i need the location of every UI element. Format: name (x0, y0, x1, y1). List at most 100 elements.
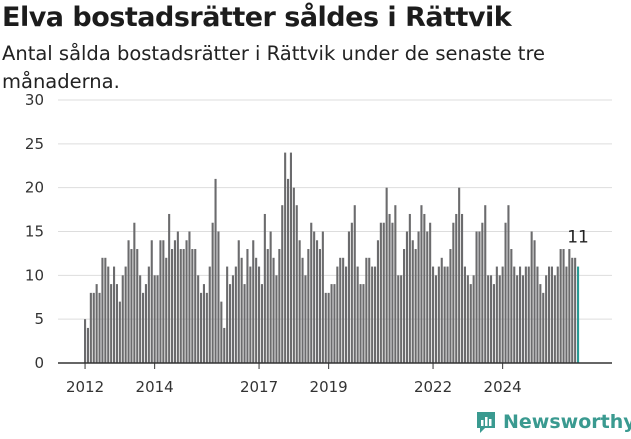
bar (171, 249, 174, 363)
bar (513, 266, 516, 363)
bar (255, 257, 258, 363)
bar (304, 275, 307, 363)
bar (202, 284, 205, 363)
bar (452, 222, 455, 363)
bar (475, 231, 478, 363)
y-axis-ticks: 0 5 10 15 20 25 30 (25, 91, 44, 372)
bar (336, 266, 339, 363)
bar (185, 240, 188, 363)
bar (449, 249, 452, 363)
bar (249, 266, 252, 363)
bar (130, 249, 133, 363)
bar (490, 275, 493, 363)
bar (574, 257, 577, 363)
bar (252, 240, 255, 363)
bar (568, 249, 571, 363)
bar (133, 222, 136, 363)
x-tick-label: 2017 (240, 378, 278, 396)
bar (237, 240, 240, 363)
bar (234, 266, 237, 363)
bar (385, 187, 388, 363)
bar (469, 284, 472, 363)
x-tick-label: 2024 (484, 378, 522, 396)
bar (510, 249, 513, 363)
bar (556, 266, 559, 363)
bar (347, 231, 350, 363)
bar (284, 152, 287, 363)
bar (310, 222, 313, 363)
bar (260, 284, 263, 363)
last-value-label: 11 (567, 228, 589, 248)
bar (266, 249, 269, 363)
bar (307, 249, 310, 363)
bar (423, 213, 426, 363)
bar (521, 275, 524, 363)
bar (478, 231, 481, 363)
bar (492, 284, 495, 363)
bar (516, 275, 519, 363)
bar (147, 266, 150, 363)
bar (229, 284, 232, 363)
bar (391, 222, 394, 363)
bar (458, 187, 461, 363)
bar (321, 231, 324, 363)
y-tick-label: 15 (25, 223, 44, 241)
bar (179, 249, 182, 363)
bar (333, 284, 336, 363)
bar (104, 257, 107, 363)
bar (214, 178, 217, 363)
bar (545, 275, 548, 363)
bar (388, 213, 391, 363)
bar (121, 275, 124, 363)
bar (432, 266, 435, 363)
bar (316, 240, 319, 363)
bar (124, 266, 127, 363)
bar (403, 249, 406, 363)
bar (168, 213, 171, 363)
bar (411, 240, 414, 363)
bar (318, 249, 321, 363)
bar (397, 275, 400, 363)
bar (118, 301, 121, 363)
bar (211, 222, 214, 363)
bar (487, 275, 490, 363)
bar (365, 257, 368, 363)
bar (289, 152, 292, 363)
bar (437, 266, 440, 363)
bar (353, 205, 356, 363)
y-tick-label: 25 (25, 135, 44, 153)
y-tick-label: 30 (25, 91, 44, 109)
bar (420, 205, 423, 363)
bar (405, 231, 408, 363)
bar (443, 266, 446, 363)
bar (426, 231, 429, 363)
bar (408, 213, 411, 363)
bar (272, 257, 275, 363)
bar (281, 205, 284, 363)
bar (107, 266, 110, 363)
gridlines (58, 99, 612, 320)
bar (362, 284, 365, 363)
bar (295, 205, 298, 363)
bar (156, 275, 159, 363)
x-axis-ticks: 2012 2014 2017 2019 2022 2024 (66, 363, 522, 396)
bar (139, 275, 142, 363)
bar (246, 249, 249, 363)
bar (536, 266, 539, 363)
bar (220, 301, 223, 363)
bar (298, 240, 301, 363)
bar (205, 292, 208, 363)
bar (263, 213, 266, 363)
bar (142, 292, 145, 363)
bar (455, 213, 458, 363)
bar (400, 275, 403, 363)
bar (110, 284, 113, 363)
bar (339, 257, 342, 363)
bar (84, 319, 87, 363)
bar (115, 284, 118, 363)
bar (394, 205, 397, 363)
bar (565, 266, 568, 363)
bar (345, 266, 348, 363)
bar (153, 275, 156, 363)
